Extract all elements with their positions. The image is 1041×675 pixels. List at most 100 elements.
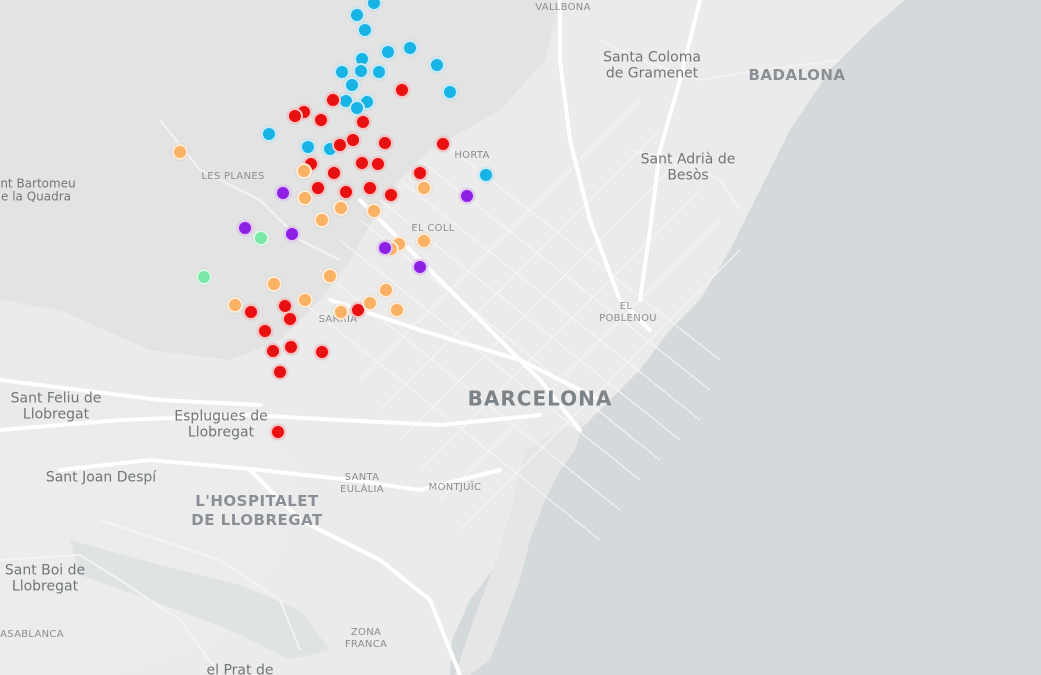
map-marker-red[interactable] xyxy=(393,81,410,98)
street-grid xyxy=(299,99,741,541)
label-sant-bartomeu-line1: nt Bartomeu xyxy=(0,176,76,191)
map-marker-orange[interactable] xyxy=(378,281,395,298)
map-marker-red[interactable] xyxy=(272,364,289,381)
map-marker-red[interactable] xyxy=(282,311,299,328)
label-sant-feliu-line1: Sant Feliu de xyxy=(10,390,102,407)
sea xyxy=(450,0,1041,675)
map-marker-blue[interactable] xyxy=(349,7,366,24)
label-les-planes: LES PLANES xyxy=(201,170,265,182)
label-sant-feliu-line2: Llobregat xyxy=(22,406,90,423)
map-marker-blue[interactable] xyxy=(334,63,350,80)
map-marker-red[interactable] xyxy=(325,92,342,109)
label-vallbona: VALLBONA xyxy=(535,1,591,13)
map-marker-purple[interactable] xyxy=(237,219,254,236)
map-marker-red[interactable] xyxy=(314,344,331,360)
label-santa-coloma-line1: Santa Coloma xyxy=(603,49,701,66)
map-marker-blue[interactable] xyxy=(371,64,388,81)
collserola-park xyxy=(0,0,560,360)
map-marker-orange[interactable] xyxy=(295,163,312,180)
label-barcelona: BARCELONA xyxy=(467,386,613,411)
map-marker-red[interactable] xyxy=(287,108,304,125)
map-marker-orange[interactable] xyxy=(296,190,313,207)
map-marker-red[interactable] xyxy=(312,111,329,128)
label-zona-franca-line2: FRANCA xyxy=(344,638,388,650)
map-marker-orange[interactable] xyxy=(266,276,283,293)
label-poblenou-line1: EL xyxy=(619,300,633,312)
label-sant-joan-despi: Sant Joan Despí xyxy=(45,469,157,486)
map-marker-blue[interactable] xyxy=(477,166,494,183)
label-sant-boi-line2: Llobregat xyxy=(11,578,79,595)
label-el-coll: EL COLL xyxy=(411,222,455,234)
map-marker-orange[interactable] xyxy=(172,144,189,161)
map-marker-purple[interactable] xyxy=(376,239,393,256)
minor-roads xyxy=(0,39,841,675)
label-horta: HORTA xyxy=(454,149,490,161)
label-esplugues-line2: Llobregat xyxy=(187,424,255,441)
map-marker-orange[interactable] xyxy=(297,291,314,308)
label-casablanca: ASABLANCA xyxy=(0,628,64,640)
map-marker-blue[interactable] xyxy=(365,0,382,12)
map-marker-red[interactable] xyxy=(325,164,342,181)
label-hospitalet-line2: DE LLOBREGAT xyxy=(191,511,323,530)
map-marker-red[interactable] xyxy=(411,164,428,181)
label-sant-boi-line1: Sant Boi de xyxy=(4,562,86,579)
map-marker-red[interactable] xyxy=(256,323,273,340)
llobregat-river xyxy=(70,540,330,660)
map-marker-orange[interactable] xyxy=(332,304,349,321)
map-marker-purple[interactable] xyxy=(459,187,476,204)
label-badalona: BADALONA xyxy=(748,66,846,85)
map-marker-red[interactable] xyxy=(269,424,286,441)
map-marker-orange[interactable] xyxy=(366,202,383,219)
map-marker-blue[interactable] xyxy=(401,40,418,57)
map-marker-blue[interactable] xyxy=(344,77,361,94)
map-marker-red[interactable] xyxy=(355,114,372,131)
port xyxy=(455,420,585,675)
map-marker-blue[interactable] xyxy=(357,21,374,38)
label-santa-eulalia-line2: EULÀLIA xyxy=(340,483,384,495)
map-marker-orange[interactable] xyxy=(322,267,339,284)
map-marker-orange[interactable] xyxy=(416,179,433,196)
label-esplugues-line1: Esplugues de xyxy=(174,408,268,425)
map-marker-orange[interactable] xyxy=(332,200,349,217)
label-sant-bartomeu-line2: e la Quadra xyxy=(0,189,72,204)
map-marker-red[interactable] xyxy=(369,156,386,173)
label-zona-franca-line1: ZONA xyxy=(350,626,382,638)
map-marker-red[interactable] xyxy=(309,180,326,197)
map-marker-blue[interactable] xyxy=(441,84,458,101)
label-santa-coloma-line2: de Gramenet xyxy=(605,65,699,82)
map-marker-red[interactable] xyxy=(243,303,260,320)
map-marker-blue[interactable] xyxy=(299,138,316,155)
map-marker-purple[interactable] xyxy=(275,184,292,201)
map-marker-red[interactable] xyxy=(353,154,370,171)
map-marker-blue[interactable] xyxy=(261,126,278,143)
map-marker-green[interactable] xyxy=(195,269,212,286)
map-marker-orange[interactable] xyxy=(226,296,243,313)
map-marker-orange[interactable] xyxy=(361,295,378,312)
map-marker-blue[interactable] xyxy=(429,56,446,73)
map-marker-orange[interactable] xyxy=(416,232,433,249)
map-marker-red[interactable] xyxy=(434,136,451,153)
map-marker-red[interactable] xyxy=(331,137,348,154)
map-marker-red[interactable] xyxy=(265,342,281,359)
label-hospitalet-line1: L'HOSPITALET xyxy=(195,492,319,511)
label-poblenou-line2: POBLENOU xyxy=(599,312,657,324)
map-marker-blue[interactable] xyxy=(379,44,396,61)
label-montjuic: MONTJUÏC xyxy=(428,481,482,493)
map-marker-purple[interactable] xyxy=(284,225,301,242)
map-marker-red[interactable] xyxy=(338,184,355,200)
map-marker-purple[interactable] xyxy=(412,258,429,275)
map-marker-red[interactable] xyxy=(361,180,378,197)
label-sant-adria-line1: Sant Adrià de xyxy=(640,151,736,168)
map-marker-blue[interactable] xyxy=(352,63,369,80)
map-marker-red[interactable] xyxy=(377,135,394,152)
label-el-prat: el Prat de xyxy=(206,662,274,675)
map-marker-red[interactable] xyxy=(382,187,399,204)
map-marker-orange[interactable] xyxy=(314,212,330,229)
map-marker-green[interactable] xyxy=(253,229,270,246)
map-marker-orange[interactable] xyxy=(388,301,405,318)
label-sant-adria-line2: Besòs xyxy=(667,167,709,184)
map-marker-red[interactable] xyxy=(282,338,299,355)
label-santa-eulalia-line1: SANTA xyxy=(344,471,380,483)
